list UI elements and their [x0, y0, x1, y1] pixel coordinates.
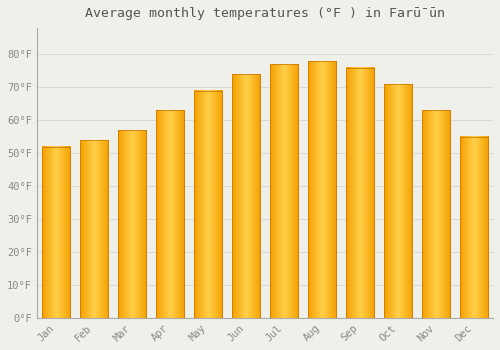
Bar — [156, 110, 184, 318]
Bar — [80, 140, 108, 318]
Bar — [308, 61, 336, 318]
Bar — [270, 64, 298, 318]
Bar — [42, 147, 70, 318]
Bar — [460, 137, 488, 318]
Bar — [118, 130, 146, 318]
Bar — [384, 84, 412, 318]
Bar — [232, 74, 260, 318]
Title: Average monthly temperatures (°F ) in Farū̄ūn: Average monthly temperatures (°F ) in Fa… — [85, 7, 445, 20]
Bar — [194, 91, 222, 318]
Bar — [346, 68, 374, 318]
Bar — [422, 110, 450, 318]
